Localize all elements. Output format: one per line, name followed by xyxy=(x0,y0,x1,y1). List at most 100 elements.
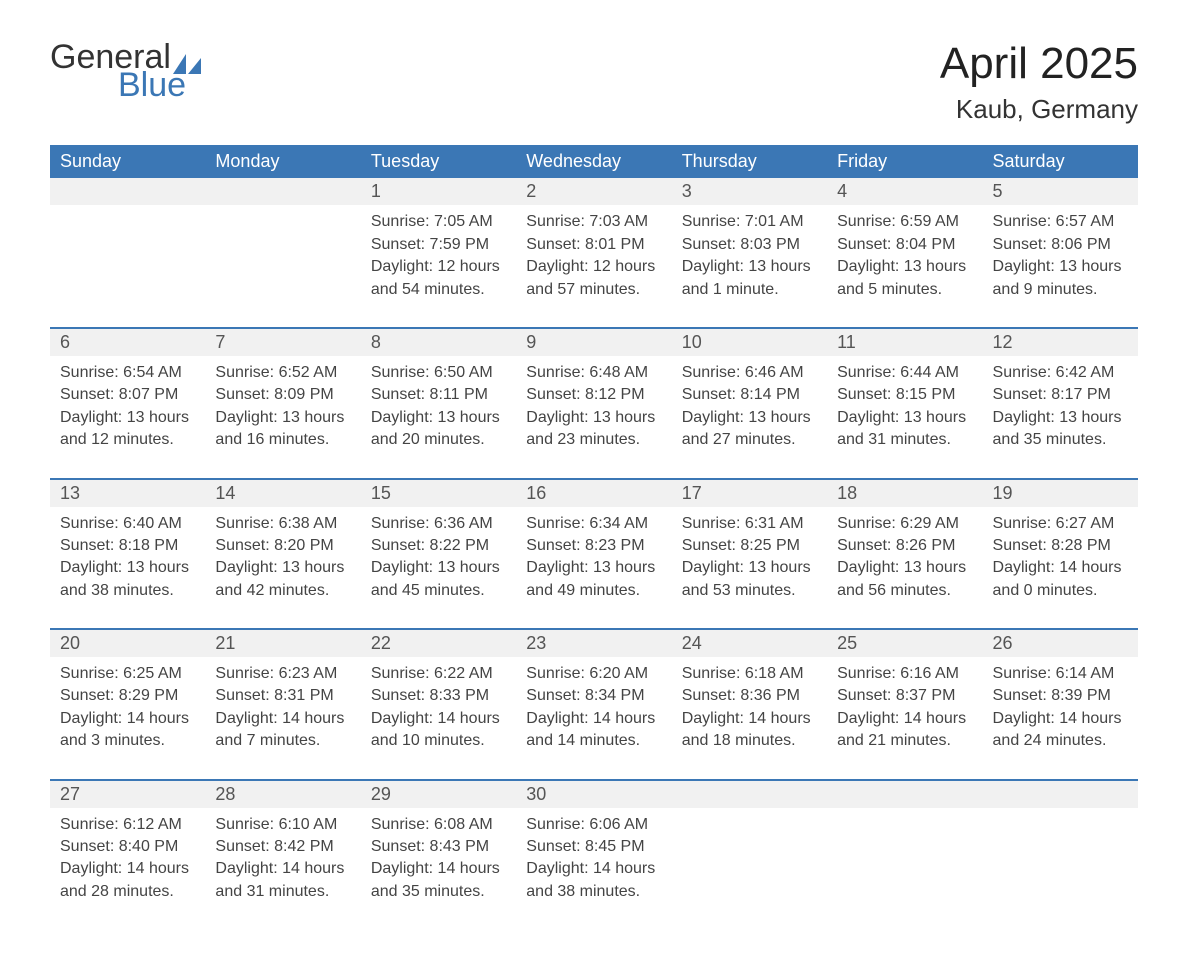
day-number-cell: 20 xyxy=(50,629,205,657)
sunset-text: Sunset: 8:40 PM xyxy=(60,836,195,858)
day-content-cell: Sunrise: 6:42 AMSunset: 8:17 PMDaylight:… xyxy=(983,356,1138,479)
sunrise-text: Sunrise: 7:03 AM xyxy=(526,211,661,233)
day-content-cell: Sunrise: 6:29 AMSunset: 8:26 PMDaylight:… xyxy=(827,507,982,630)
day-content-cell xyxy=(672,808,827,930)
daylight1-text: Daylight: 14 hours xyxy=(371,708,506,730)
day-number-cell: 1 xyxy=(361,178,516,205)
day-number-cell: 28 xyxy=(205,780,360,808)
sunrise-text: Sunrise: 7:05 AM xyxy=(371,211,506,233)
daylight1-text: Daylight: 12 hours xyxy=(371,256,506,278)
sunrise-text: Sunrise: 6:36 AM xyxy=(371,513,506,535)
sunset-text: Sunset: 8:07 PM xyxy=(60,384,195,406)
day-number-cell: 14 xyxy=(205,479,360,507)
day-content-cell: Sunrise: 6:57 AMSunset: 8:06 PMDaylight:… xyxy=(983,205,1138,328)
day-content-cell: Sunrise: 6:59 AMSunset: 8:04 PMDaylight:… xyxy=(827,205,982,328)
daylight1-text: Daylight: 13 hours xyxy=(371,557,506,579)
day-number-cell: 30 xyxy=(516,780,671,808)
daylight2-text: and 5 minutes. xyxy=(837,279,972,301)
day-content-cell: Sunrise: 7:03 AMSunset: 8:01 PMDaylight:… xyxy=(516,205,671,328)
day-content-cell: Sunrise: 6:06 AMSunset: 8:45 PMDaylight:… xyxy=(516,808,671,930)
daylight1-text: Daylight: 13 hours xyxy=(526,407,661,429)
sunrise-text: Sunrise: 6:27 AM xyxy=(993,513,1128,535)
daylight2-text: and 38 minutes. xyxy=(60,580,195,602)
day-number: 23 xyxy=(526,633,546,653)
daylight1-text: Daylight: 12 hours xyxy=(526,256,661,278)
daylight1-text: Daylight: 14 hours xyxy=(526,708,661,730)
day-number: 16 xyxy=(526,483,546,503)
day-number-cell: 16 xyxy=(516,479,671,507)
day-number-cell: 9 xyxy=(516,328,671,356)
day-number-cell: 5 xyxy=(983,178,1138,205)
sunrise-text: Sunrise: 6:52 AM xyxy=(215,362,350,384)
day-number-cell: 17 xyxy=(672,479,827,507)
day-number: 28 xyxy=(215,784,235,804)
sunrise-text: Sunrise: 6:50 AM xyxy=(371,362,506,384)
day-number: 15 xyxy=(371,483,391,503)
day-number-cell: 26 xyxy=(983,629,1138,657)
sunset-text: Sunset: 8:06 PM xyxy=(993,234,1128,256)
day-number: 21 xyxy=(215,633,235,653)
daynum-row: 13141516171819 xyxy=(50,479,1138,507)
sunset-text: Sunset: 8:33 PM xyxy=(371,685,506,707)
day-number: 29 xyxy=(371,784,391,804)
day-content-cell: Sunrise: 6:38 AMSunset: 8:20 PMDaylight:… xyxy=(205,507,360,630)
sunset-text: Sunset: 8:12 PM xyxy=(526,384,661,406)
day-content-cell: Sunrise: 6:54 AMSunset: 8:07 PMDaylight:… xyxy=(50,356,205,479)
sunset-text: Sunset: 8:28 PM xyxy=(993,535,1128,557)
title-block: April 2025 Kaub, Germany xyxy=(940,40,1138,125)
day-content-cell: Sunrise: 6:18 AMSunset: 8:36 PMDaylight:… xyxy=(672,657,827,780)
sunrise-text: Sunrise: 6:48 AM xyxy=(526,362,661,384)
day-number-cell: 21 xyxy=(205,629,360,657)
day-number-cell xyxy=(672,780,827,808)
daynum-row: 6789101112 xyxy=(50,328,1138,356)
sunset-text: Sunset: 8:03 PM xyxy=(682,234,817,256)
day-number: 27 xyxy=(60,784,80,804)
daylight2-text: and 0 minutes. xyxy=(993,580,1128,602)
day-number: 25 xyxy=(837,633,857,653)
sunset-text: Sunset: 8:36 PM xyxy=(682,685,817,707)
day-number: 13 xyxy=(60,483,80,503)
sunset-text: Sunset: 8:29 PM xyxy=(60,685,195,707)
day-number: 2 xyxy=(526,181,536,201)
day-content-cell: Sunrise: 6:08 AMSunset: 8:43 PMDaylight:… xyxy=(361,808,516,930)
daylight1-text: Daylight: 13 hours xyxy=(682,256,817,278)
sunrise-text: Sunrise: 6:57 AM xyxy=(993,211,1128,233)
day-number: 9 xyxy=(526,332,536,352)
day-number-cell xyxy=(827,780,982,808)
daylight2-text: and 16 minutes. xyxy=(215,429,350,451)
day-number-cell: 23 xyxy=(516,629,671,657)
col-sunday: Sunday xyxy=(50,145,205,178)
daylight1-text: Daylight: 13 hours xyxy=(215,407,350,429)
daylight2-text: and 31 minutes. xyxy=(215,881,350,903)
daylight2-text: and 10 minutes. xyxy=(371,730,506,752)
day-content-cell xyxy=(983,808,1138,930)
sunrise-text: Sunrise: 6:40 AM xyxy=(60,513,195,535)
sunrise-text: Sunrise: 6:44 AM xyxy=(837,362,972,384)
daylight1-text: Daylight: 13 hours xyxy=(837,557,972,579)
day-number-cell xyxy=(983,780,1138,808)
sunset-text: Sunset: 8:31 PM xyxy=(215,685,350,707)
day-content-cell: Sunrise: 6:10 AMSunset: 8:42 PMDaylight:… xyxy=(205,808,360,930)
daylight2-text: and 20 minutes. xyxy=(371,429,506,451)
content-row: Sunrise: 6:25 AMSunset: 8:29 PM Daylight:… xyxy=(50,657,1138,780)
daylight1-text: Daylight: 14 hours xyxy=(837,708,972,730)
daylight1-text: Daylight: 14 hours xyxy=(60,858,195,880)
daylight1-text: Daylight: 13 hours xyxy=(60,407,195,429)
day-content-cell: Sunrise: 6:14 AMSunset: 8:39 PMDaylight:… xyxy=(983,657,1138,780)
day-number: 12 xyxy=(993,332,1013,352)
sunrise-text: Sunrise: 6:08 AM xyxy=(371,814,506,836)
day-number-cell: 4 xyxy=(827,178,982,205)
sunrise-text: Sunrise: 6:12 AM xyxy=(60,814,195,836)
daylight2-text: and 12 minutes. xyxy=(60,429,195,451)
location-label: Kaub, Germany xyxy=(940,94,1138,125)
day-content-cell: Sunrise: 6:36 AMSunset: 8:22 PMDaylight:… xyxy=(361,507,516,630)
sunrise-text: Sunrise: 6:25 AM xyxy=(60,663,195,685)
day-content-cell: Sunrise: 6:34 AMSunset: 8:23 PMDaylight:… xyxy=(516,507,671,630)
sunrise-text: Sunrise: 6:18 AM xyxy=(682,663,817,685)
day-number-cell: 8 xyxy=(361,328,516,356)
daynum-row: 27 28 29 30 xyxy=(50,780,1138,808)
sunrise-text: Sunrise: 6:16 AM xyxy=(837,663,972,685)
sunrise-text: Sunrise: 6:20 AM xyxy=(526,663,661,685)
day-content-cell xyxy=(205,205,360,328)
daylight1-text: Daylight: 14 hours xyxy=(215,708,350,730)
